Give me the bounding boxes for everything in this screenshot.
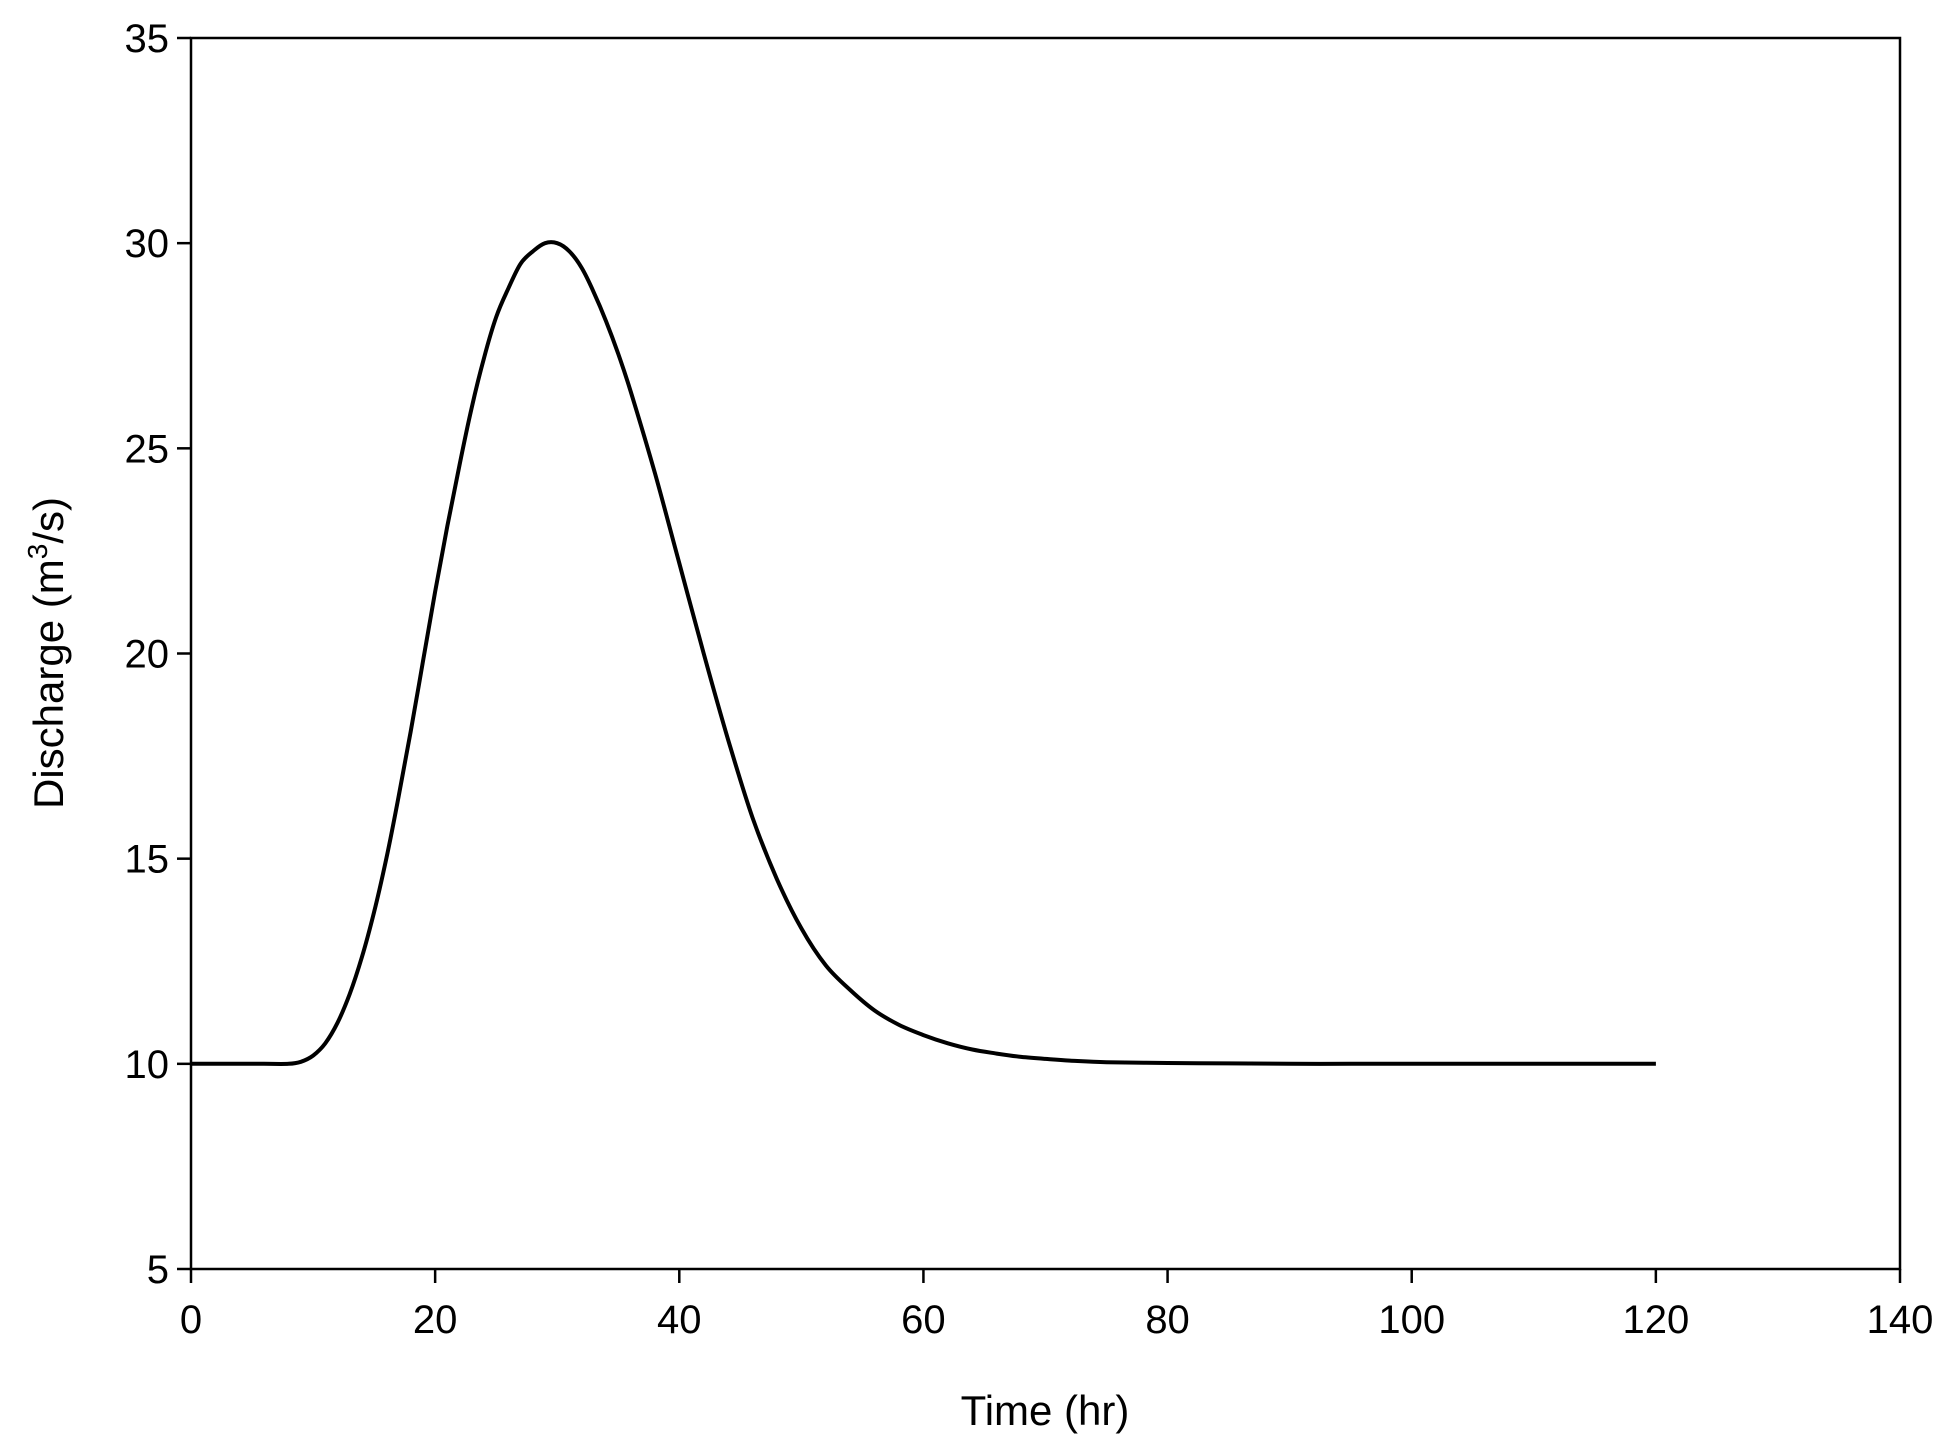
x-tick-label: 0	[180, 1298, 202, 1342]
y-tick-label: 15	[125, 838, 170, 882]
x-tick-label: 80	[1145, 1298, 1190, 1342]
x-tick-label: 100	[1378, 1298, 1445, 1342]
y-tick-label: 10	[125, 1043, 170, 1087]
x-tick-label: 40	[657, 1298, 702, 1342]
y-axis-label-tail: /s)	[25, 497, 72, 544]
y-tick-label: 25	[125, 427, 170, 471]
y-tick-label: 5	[147, 1248, 169, 1292]
discharge-series-line	[191, 240, 1656, 1066]
plot-frame	[189, 36, 1902, 1271]
x-axis: 0 20 40 60 80 100 120 140	[180, 1269, 1934, 1342]
y-tick-label: 20	[125, 633, 170, 677]
x-tick-label: 140	[1867, 1298, 1934, 1342]
x-tick-label: 120	[1622, 1298, 1689, 1342]
y-axis-label: Discharge (m3/s)	[22, 497, 72, 809]
y-axis-label-main: Discharge (m	[25, 559, 72, 809]
y-tick-label: 30	[125, 222, 170, 266]
y-tick-label: 35	[125, 17, 170, 61]
y-axis: 5 10 15 20 25 30 35	[125, 17, 191, 1292]
x-axis-label: Time (hr)	[961, 1387, 1130, 1434]
y-axis-label-superscript: 3	[22, 544, 53, 560]
x-tick-label: 60	[901, 1298, 946, 1342]
x-tick-label: 20	[413, 1298, 458, 1342]
